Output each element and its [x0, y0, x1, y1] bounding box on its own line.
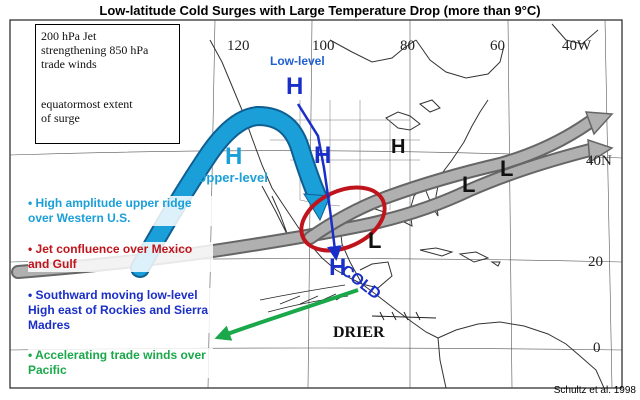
surge-extent-marker: [371, 311, 437, 321]
citation: Schultz et al. 1998: [553, 385, 636, 396]
latitude-label-40n: 40N: [586, 153, 612, 169]
upper-level-label: Upper-level: [197, 170, 268, 185]
bullet-low-level-high: • Southward moving low-level High east o…: [28, 288, 213, 333]
polar-jet-fill: [305, 117, 595, 243]
low-level-high-track: [296, 103, 342, 261]
longitude-label-60: 60: [490, 38, 505, 54]
figure-title: Low-latitude Cold Surges with Large Temp…: [99, 3, 541, 18]
legend-jet-line1: 200 hPa Jet: [41, 29, 97, 43]
atlantic-low-1-symbol: L: [500, 156, 514, 181]
low-level-high-symbol: H: [286, 73, 304, 100]
longitude-label-100: 100: [312, 38, 335, 54]
polar-jet-head: [584, 111, 614, 136]
drier-label: DRIER: [333, 324, 385, 341]
legend-jet-line2: strengthening 850 hPa: [41, 43, 149, 57]
upper-level-high-symbol: H: [225, 143, 243, 170]
bullet-upper-ridge: • High amplitude upper ridge over Wester…: [28, 196, 213, 226]
east-coast-high-symbol: H: [391, 136, 406, 158]
mexico-high-symbol: H: [329, 254, 347, 281]
atlantic-low-2-symbol: L: [462, 172, 476, 197]
latitude-label-20: 20: [588, 254, 603, 270]
longitude-label-40w: 40W: [562, 38, 592, 54]
jet-confluence-ellipse: [299, 185, 387, 253]
subtropical-jet-head: [587, 138, 614, 164]
trade-wind-arrow: [214, 288, 359, 341]
mid-high-symbol: H: [314, 142, 332, 169]
latitude-label-0: 0: [593, 340, 601, 356]
legend-jet-line3: trade winds: [41, 57, 97, 71]
legend-surge-line2: of surge: [41, 111, 80, 125]
legend-box: 200 hPa Jet strengthening 850 hPa trade …: [35, 24, 180, 144]
gulf-low-symbol: L: [368, 228, 382, 253]
longitude-label-80: 80: [400, 38, 415, 54]
bullet-trade-winds: • Accelerating trade winds over Pacific: [28, 348, 213, 378]
coastlines: [209, 23, 605, 389]
bullet-jet-confluence: • Jet confluence over Mexico and Gulf: [28, 242, 213, 272]
legend-surge-line1: equatormost extent: [41, 97, 133, 111]
map-frame: [9, 19, 623, 389]
low-level-label: Low-level: [270, 54, 325, 68]
longitude-label-120: 120: [227, 38, 250, 54]
